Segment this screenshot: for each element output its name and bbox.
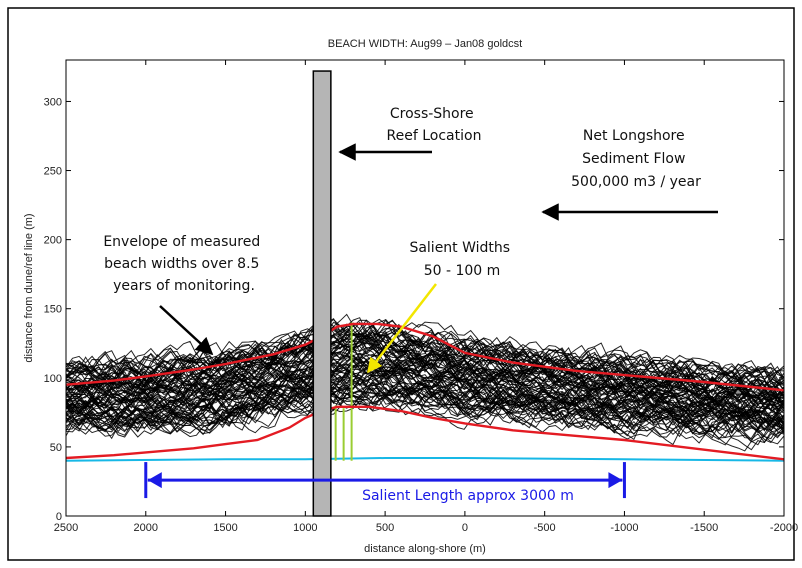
annotation-salient-length: Salient Length approx 3000 m — [362, 488, 574, 504]
salient-length-left-arrowhead — [147, 472, 162, 489]
reef-location-bar — [312, 70, 332, 517]
profile-line — [66, 332, 784, 393]
y-axis-ticks: 0 50 100 150 200 250 300 — [44, 96, 784, 523]
y-tick-label: 100 — [44, 373, 62, 385]
x-tick-label: 2500 — [54, 522, 78, 534]
y-tick-label: 250 — [44, 166, 62, 178]
x-tick-label: 500 — [376, 522, 394, 534]
profile-line — [66, 360, 784, 427]
x-tick-label: 0 — [462, 522, 468, 534]
profile-line — [66, 379, 784, 439]
y-tick-label: 50 — [50, 442, 62, 454]
axes-box — [65, 59, 785, 517]
profile-line — [66, 313, 784, 378]
x-tick-label: -500 — [534, 522, 556, 534]
profile-line — [66, 346, 784, 408]
baseline-line — [66, 457, 784, 462]
x-tick-label: 2000 — [134, 522, 158, 534]
profile-line — [66, 385, 784, 446]
annotation-longshore: Net Longshore Sediment Flow 500,000 m3 /… — [571, 128, 701, 190]
x-axis-ticks: 2500 2000 1500 1000 500 0 -500 -1000 -1500 -2000 — [54, 60, 798, 534]
y-axis-label: distance from dune/ref line (m) — [23, 213, 35, 362]
profile-line — [66, 370, 784, 424]
profile-line — [66, 321, 784, 389]
annotation-reef-location: Cross-Shore Reef Location — [387, 106, 482, 144]
y-tick-label: 300 — [44, 96, 62, 108]
salient-widths-arrow — [367, 283, 437, 374]
x-tick-label: 1000 — [293, 522, 317, 534]
envelope-arrow — [159, 305, 214, 356]
x-tick-label: -1500 — [690, 522, 718, 534]
x-axis-label: distance along-shore (m) — [364, 543, 486, 555]
y-tick-label: 150 — [44, 304, 62, 316]
annotation-salient-widths: Salient Widths 50 - 100 m — [409, 240, 514, 279]
salient-length-right-arrowhead — [608, 472, 623, 489]
y-tick-label: 200 — [44, 235, 62, 247]
chart-title: BEACH WIDTH: Aug99 – Jan08 goldcst — [328, 38, 522, 50]
profile-line — [66, 318, 784, 383]
salient-length-marker — [144, 462, 626, 499]
y-tick-label: 0 — [56, 511, 62, 523]
figure-frame — [7, 7, 795, 561]
salient-width-lines — [334, 322, 353, 461]
profile-line — [66, 380, 784, 434]
x-tick-label: 1500 — [213, 522, 237, 534]
x-tick-label: -2000 — [770, 522, 798, 534]
annotation-envelope: Envelope of measured beach widths over 8… — [103, 234, 264, 294]
x-tick-label: -1000 — [610, 522, 638, 534]
profile-line — [66, 328, 784, 393]
plot-area — [66, 60, 784, 516]
envelope-lower-line — [66, 405, 784, 461]
envelope-upper-line — [66, 322, 784, 392]
